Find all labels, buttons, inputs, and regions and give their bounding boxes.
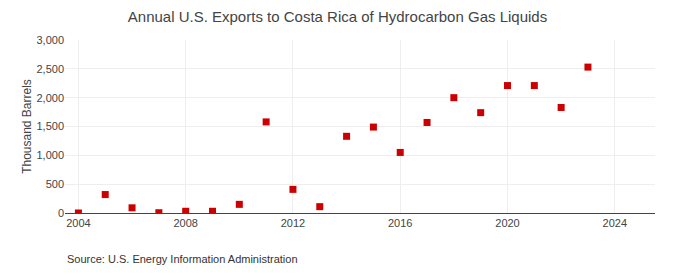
svg-text:2012: 2012 (281, 217, 305, 229)
svg-text:1,500: 1,500 (36, 120, 64, 132)
svg-text:500: 500 (46, 178, 64, 190)
svg-text:2024: 2024 (603, 217, 627, 229)
svg-text:0: 0 (58, 207, 64, 219)
svg-text:1,000: 1,000 (36, 149, 64, 161)
svg-text:2,000: 2,000 (36, 92, 64, 104)
svg-text:2016: 2016 (388, 217, 412, 229)
svg-text:2004: 2004 (66, 217, 90, 229)
svg-text:2020: 2020 (495, 217, 519, 229)
svg-text:Source: U.S. Energy Informatio: Source: U.S. Energy Information Administ… (67, 253, 298, 265)
svg-text:Thousand Barrels: Thousand Barrels (20, 79, 34, 174)
svg-text:3,000: 3,000 (36, 34, 64, 46)
svg-text:2,500: 2,500 (36, 63, 64, 75)
svg-text:Annual U.S. Exports to Costa R: Annual U.S. Exports to Costa Rica of Hyd… (128, 8, 547, 25)
svg-text:2008: 2008 (173, 217, 197, 229)
